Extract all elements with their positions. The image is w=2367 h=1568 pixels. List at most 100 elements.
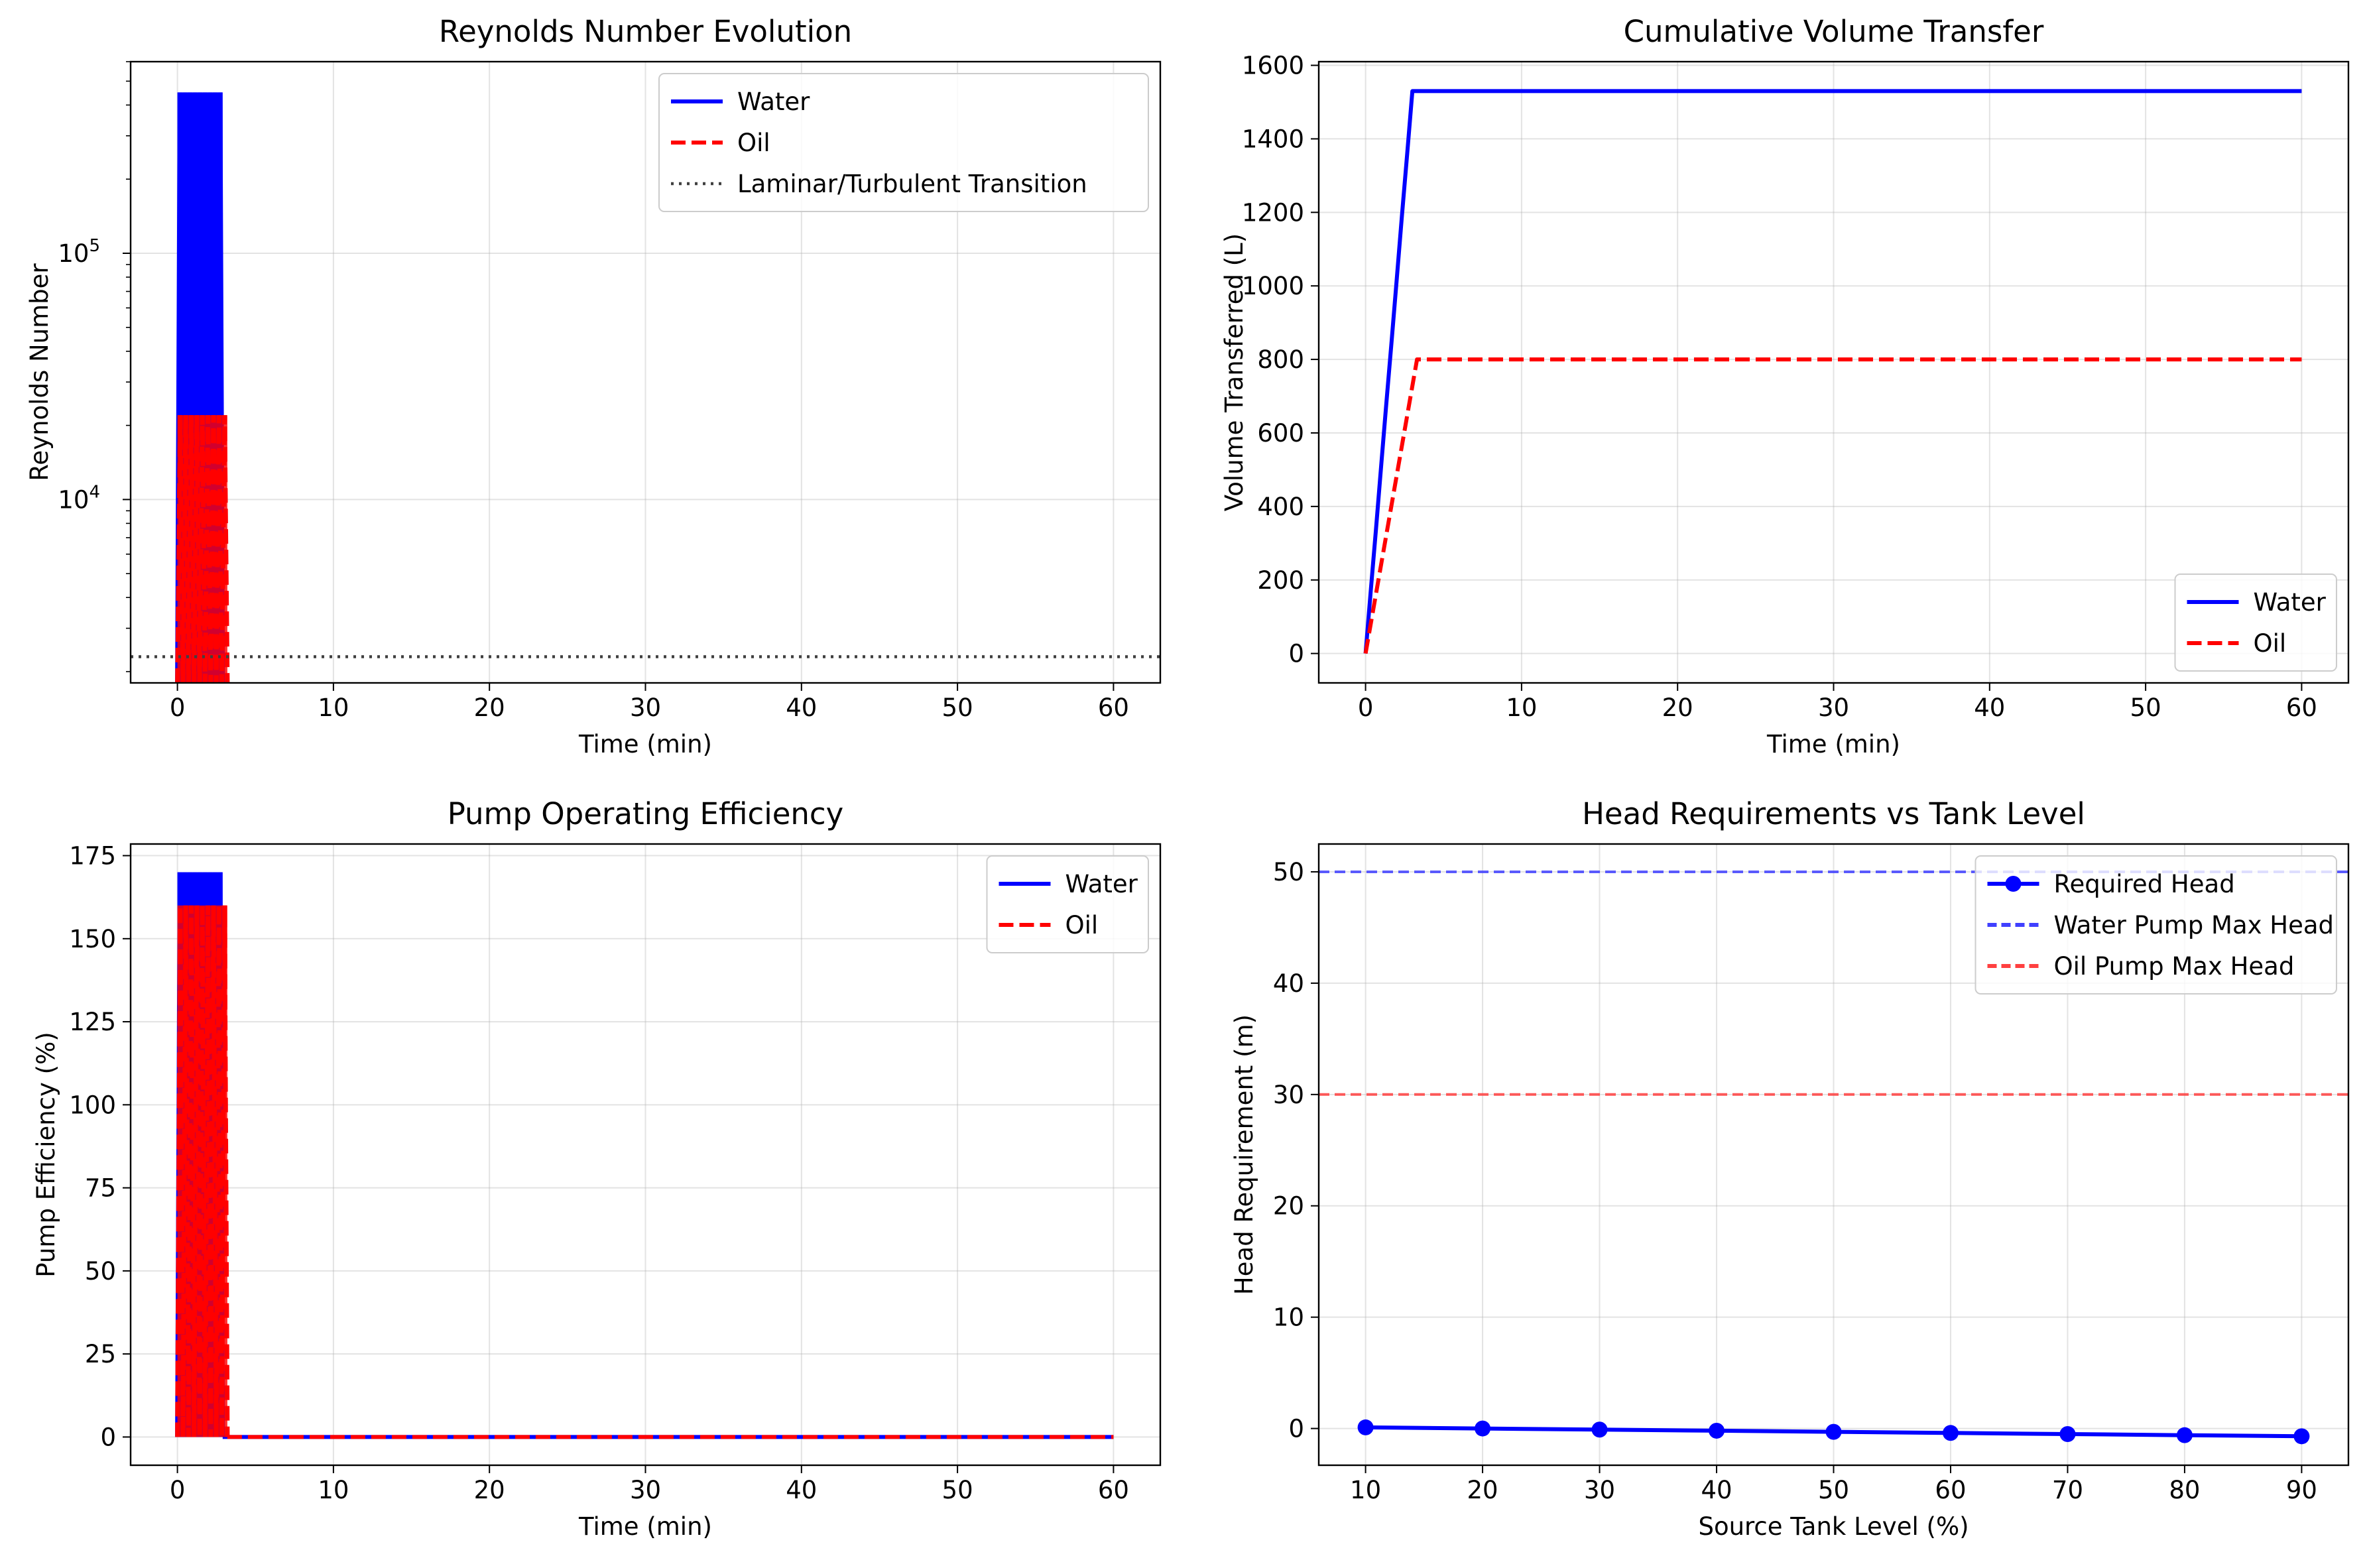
x-tick-label: 60 xyxy=(1935,1476,1966,1504)
x-tick-label: 80 xyxy=(2169,1476,2200,1504)
series-required-head-point xyxy=(1942,1425,1959,1441)
y-tick-label: 25 xyxy=(85,1340,116,1368)
y-tick-label: 30 xyxy=(1273,1081,1304,1109)
y-tick-label: 105 xyxy=(58,236,100,268)
series-oil-line xyxy=(175,415,230,683)
series-required-head-point xyxy=(1591,1421,1608,1438)
legend-label: Oil xyxy=(737,129,770,157)
x-tick-label: 10 xyxy=(1506,694,1537,722)
legend-label: Oil xyxy=(2254,629,2287,658)
y-tick-label: 1200 xyxy=(1242,198,1304,227)
x-axis-label: Time (min) xyxy=(578,730,712,758)
series-oil-fill-overlay xyxy=(177,905,227,1437)
plot-frame xyxy=(1317,60,2350,684)
x-axis-label: Time (min) xyxy=(578,1512,712,1541)
x-tick-label: 0 xyxy=(170,1476,186,1504)
y-tick-label-base: 10 xyxy=(58,485,89,514)
series-layer xyxy=(1363,89,2302,654)
x-tick-label: 40 xyxy=(786,1476,817,1504)
plot-frame xyxy=(129,60,1162,684)
series-required-head-point xyxy=(2059,1425,2076,1442)
x-tick-label: 90 xyxy=(2286,1476,2317,1504)
y-tick-label: 150 xyxy=(69,925,116,953)
y-tick-label: 10 xyxy=(1273,1303,1304,1332)
x-tick-label: 70 xyxy=(2052,1476,2083,1504)
y-tick-label: 400 xyxy=(1257,493,1304,521)
legend-box xyxy=(2174,573,2337,672)
x-tick-label: 30 xyxy=(630,694,661,722)
series-water-line xyxy=(175,872,225,1437)
x-tick-label: 60 xyxy=(2286,694,2317,722)
y-tick-label: 104 xyxy=(58,482,100,514)
y-tick-label: 75 xyxy=(85,1174,116,1203)
x-tick-label: 40 xyxy=(1974,694,2005,722)
y-tick-label: 0 xyxy=(1288,640,1304,668)
series-layer xyxy=(1319,871,2348,1445)
legend-box xyxy=(658,73,1149,212)
legend-box xyxy=(986,855,1149,953)
legend-label: Water xyxy=(2254,588,2327,617)
x-tick-label: 50 xyxy=(942,1476,973,1504)
x-tick-label: 10 xyxy=(1350,1476,1381,1504)
y-tick-label: 50 xyxy=(85,1257,116,1286)
x-tick-label: 60 xyxy=(1098,1476,1129,1504)
series-oil-region xyxy=(175,415,230,683)
legend-marker xyxy=(2005,876,2022,892)
chart-title: Cumulative Volume Transfer xyxy=(1624,14,2044,49)
y-tick-label: 50 xyxy=(1273,858,1304,886)
x-tick-label: 50 xyxy=(942,694,973,722)
x-tick-label: 50 xyxy=(2130,694,2161,722)
x-axis-label: Time (min) xyxy=(1766,730,1900,758)
x-tick-label: 30 xyxy=(1818,694,1849,722)
y-tick-label: 1400 xyxy=(1242,125,1304,153)
legend-label: Oil Pump Max Head xyxy=(2054,952,2295,981)
x-axis-label: Source Tank Level (%) xyxy=(1698,1512,1969,1541)
chart-title: Head Requirements vs Tank Level xyxy=(1582,796,2085,831)
y-tick-label: 40 xyxy=(1273,969,1304,998)
legend-label: Required Head xyxy=(2054,870,2235,898)
y-tick-label: 100 xyxy=(69,1091,116,1119)
x-tick-label: 30 xyxy=(1584,1476,1615,1504)
y-tick-label: 200 xyxy=(1257,566,1304,595)
x-tick-label: 20 xyxy=(1467,1476,1498,1504)
y-tick-label-base: 10 xyxy=(58,239,89,268)
series-oil-region xyxy=(175,905,230,1437)
series-required-head-point xyxy=(1709,1422,1725,1439)
x-tick-label: 20 xyxy=(474,1476,505,1504)
legend-label: Water xyxy=(737,88,810,116)
series-required-head-point xyxy=(2293,1428,2310,1445)
y-tick-label-exponent: 5 xyxy=(89,236,100,256)
x-tick-label: 50 xyxy=(1818,1476,1849,1504)
legend-box xyxy=(1974,855,2337,995)
series-required-head-point xyxy=(1475,1420,1491,1437)
chart-panel-head: 10 20 30 40 50 60 70 80 90 0 10 20 30 40 50 Head Requir… xyxy=(1230,796,2350,1541)
chart-title: Pump Operating Efficiency xyxy=(448,796,844,831)
legend: Water Oil xyxy=(2174,573,2337,672)
x-tick-label: 20 xyxy=(474,694,505,722)
y-tick-label: 175 xyxy=(69,842,116,871)
y-tick-label: 20 xyxy=(1273,1192,1304,1221)
x-tick-label: 40 xyxy=(786,694,817,722)
legend-label: Oil xyxy=(1065,911,1099,939)
y-axis-label: Head Requirement (m) xyxy=(1230,1014,1258,1295)
series-water-line xyxy=(175,92,225,683)
y-axis-label: Pump Efficiency (%) xyxy=(32,1032,60,1277)
chart-panel-volume: 0 10 20 30 40 50 60020040060080010001200140016… xyxy=(1220,14,2350,758)
legend: Required Head Water Pump Max Head Oil Pump… xyxy=(1974,855,2337,995)
x-tick-label: 60 xyxy=(1098,694,1129,722)
y-tick-label: 1000 xyxy=(1242,272,1304,300)
y-axis-label: Volume Transferred (L) xyxy=(1220,233,1248,511)
x-tick-label: 10 xyxy=(318,694,349,722)
x-tick-label: 30 xyxy=(630,1476,661,1504)
series-required-head-point xyxy=(1357,1419,1374,1435)
plot-frame xyxy=(129,843,1162,1467)
chart-panel-efficiency: 0 10 20 30 40 50 60 0 25 50 75 100 125 150 175 Pump Ope… xyxy=(32,796,1162,1541)
x-tick-label: 20 xyxy=(1662,694,1693,722)
y-tick-label: 125 xyxy=(69,1008,116,1036)
x-tick-label: 10 xyxy=(318,1476,349,1504)
series-required-head-point xyxy=(1825,1423,1842,1440)
legend-label: Water xyxy=(1065,870,1138,898)
legend: Water Oil xyxy=(986,855,1149,953)
